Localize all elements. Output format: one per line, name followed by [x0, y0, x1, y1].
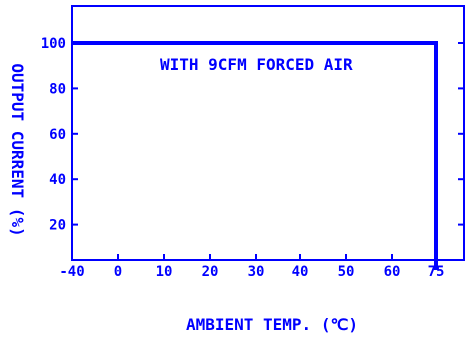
x-tick-label: 40: [292, 264, 309, 280]
x-tick-label: 30: [248, 264, 265, 280]
derating-curve: [72, 41, 438, 270]
y-tick-label: 100: [41, 36, 66, 52]
y-tick-label: 20: [49, 218, 66, 234]
x-tick-label: 10: [156, 264, 173, 280]
y-axis-label: OUTPUT CURRENT (%): [8, 63, 27, 236]
x-tick-label: 0: [114, 264, 122, 280]
y-tick-label: 60: [49, 127, 66, 143]
x-tick-label: -40: [59, 264, 84, 280]
x-tick-label: 20: [202, 264, 219, 280]
x-tick-label: 75: [428, 264, 445, 280]
y-tick-label: 40: [49, 172, 66, 188]
ticks-layer: -40 0 10 20 30 40 50 60 75 20 40 60 80 100: [41, 36, 464, 280]
series-layer: [72, 41, 438, 270]
annotation-text: WITH 9CFM FORCED AIR: [160, 55, 353, 74]
x-tick-label: 50: [338, 264, 355, 280]
y-tick-label: 80: [49, 81, 66, 97]
x-tick-label: 60: [384, 264, 401, 280]
x-axis-label: AMBIENT TEMP. (℃): [186, 315, 358, 334]
